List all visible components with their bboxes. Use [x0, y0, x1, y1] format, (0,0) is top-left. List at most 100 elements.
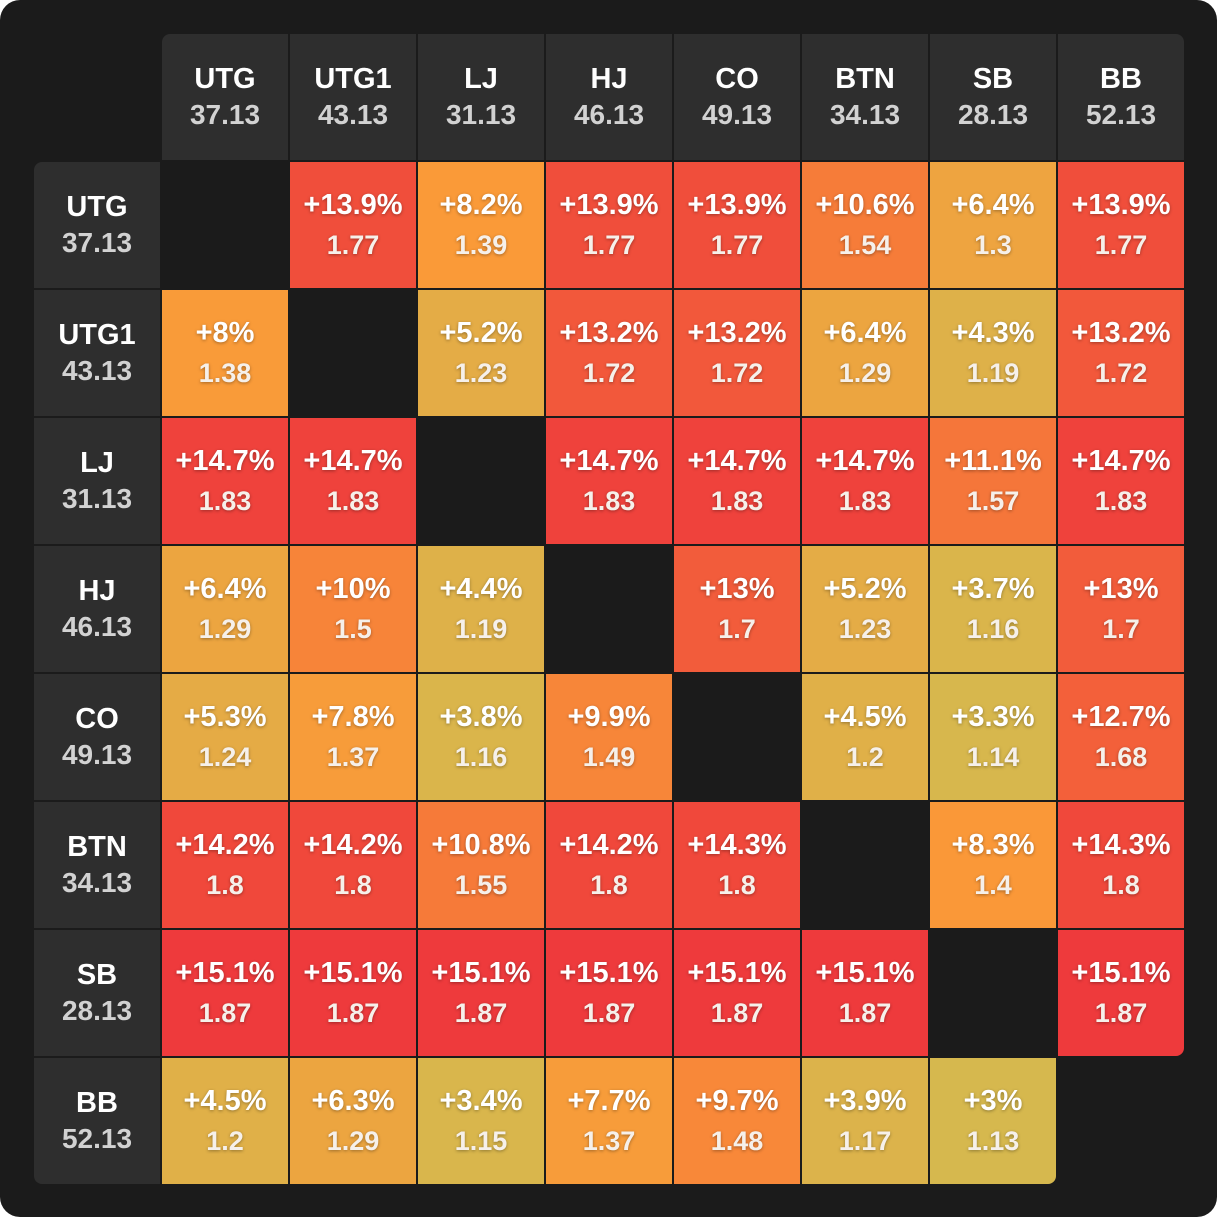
cell-percentage: +14.7% [175, 445, 275, 477]
heatmap-cell-btn-sb: +8.3% 1.4 [930, 802, 1056, 928]
cell-ratio: 1.2 [206, 1126, 244, 1156]
cell-percentage: +15.1% [687, 957, 787, 989]
cell-percentage: +8% [195, 317, 255, 349]
heatmap-cell-hj-lj: +4.4% 1.19 [418, 546, 544, 672]
column-header-stack: 31.13 [445, 99, 517, 130]
column-header-bb: BB 52.13 [1058, 34, 1184, 160]
cell-percentage: +3.3% [951, 701, 1035, 733]
heatmap-cell-co-utg1: +7.8% 1.37 [290, 674, 416, 800]
cell-percentage: +6.4% [951, 189, 1035, 221]
row-header-position: BTN [67, 831, 127, 863]
heatmap-cell-utg1-btn: +6.4% 1.29 [802, 290, 928, 416]
heatmap-cell-hj-btn: +5.2% 1.23 [802, 546, 928, 672]
heatmap-cell-utg1-co: +13.2% 1.72 [674, 290, 800, 416]
cell-percentage: +15.1% [815, 957, 915, 989]
row-header-stack: 34.13 [61, 867, 133, 898]
heatmap-cell-sb-bb: +15.1% 1.87 [1058, 930, 1184, 1056]
cell-percentage: +9.9% [567, 701, 651, 733]
cell-percentage: +14.7% [559, 445, 659, 477]
cell-percentage: +7.7% [567, 1085, 651, 1117]
cell-ratio: 1.83 [582, 486, 636, 516]
heatmap-cell-utg-sb: +6.4% 1.3 [930, 162, 1056, 288]
heatmap-cell-sb-utg: +15.1% 1.87 [162, 930, 288, 1056]
heatmap-cell-lj-co: +14.7% 1.83 [674, 418, 800, 544]
row-header-stack: 28.13 [61, 995, 133, 1026]
row-header-lj: LJ 31.13 [34, 418, 160, 544]
row-header-hj: HJ 46.13 [34, 546, 160, 672]
heatmap-cell-hj-sb: +3.7% 1.16 [930, 546, 1056, 672]
column-header-stack: 52.13 [1085, 99, 1157, 130]
heatmap-cell-sb-btn: +15.1% 1.87 [802, 930, 928, 1056]
cell-percentage: +15.1% [559, 957, 659, 989]
heatmap-cell-sb-co: +15.1% 1.87 [674, 930, 800, 1056]
cell-percentage: +10% [315, 573, 391, 605]
cell-ratio: 1.77 [582, 230, 636, 260]
cell-ratio: 1.83 [710, 486, 764, 516]
cell-percentage: +15.1% [1071, 957, 1171, 989]
heatmap-cell-co-lj: +3.8% 1.16 [418, 674, 544, 800]
cell-ratio: 1.3 [974, 230, 1012, 260]
heatmap-cell-lj-utg: +14.7% 1.83 [162, 418, 288, 544]
column-header-stack: 49.13 [701, 99, 773, 130]
row-header-stack: 37.13 [61, 227, 133, 258]
heatmap-cell-hj-utg1: +10% 1.5 [290, 546, 416, 672]
cell-ratio: 1.87 [454, 998, 508, 1028]
cell-ratio: 1.37 [326, 742, 380, 772]
cell-ratio: 1.57 [966, 486, 1020, 516]
cell-ratio: 1.83 [326, 486, 380, 516]
column-header-position: SB [972, 63, 1014, 95]
cell-ratio: 1.8 [718, 870, 756, 900]
row-header-position: UTG [66, 191, 128, 223]
cell-ratio: 1.87 [710, 998, 764, 1028]
cell-ratio: 1.72 [582, 358, 636, 388]
cell-ratio: 1.17 [838, 1126, 892, 1156]
cell-percentage: +6.3% [311, 1085, 395, 1117]
cell-ratio: 1.83 [838, 486, 892, 516]
column-header-position: UTG [194, 63, 256, 95]
row-header-stack: 43.13 [61, 355, 133, 386]
cell-ratio: 1.24 [198, 742, 252, 772]
cell-percentage: +4.4% [439, 573, 523, 605]
column-header-stack: 46.13 [573, 99, 645, 130]
cell-ratio: 1.87 [838, 998, 892, 1028]
cell-ratio: 1.16 [966, 614, 1020, 644]
cell-percentage: +9.7% [695, 1085, 779, 1117]
cell-percentage: +13.9% [303, 189, 403, 221]
heatmap-cell-utg-bb: +13.9% 1.77 [1058, 162, 1184, 288]
cell-ratio: 1.8 [206, 870, 244, 900]
heatmap-cell-lj-sb: +11.1% 1.57 [930, 418, 1056, 544]
cell-ratio: 1.16 [454, 742, 508, 772]
cell-ratio: 1.55 [454, 870, 508, 900]
heatmap-cell-bb-utg: +4.5% 1.2 [162, 1058, 288, 1184]
cell-ratio: 1.77 [326, 230, 380, 260]
cell-percentage: +3.8% [439, 701, 523, 733]
cell-percentage: +14.7% [303, 445, 403, 477]
cell-percentage: +10.6% [815, 189, 915, 221]
heatmap-cell-hj-utg: +6.4% 1.29 [162, 546, 288, 672]
cell-percentage: +6.4% [823, 317, 907, 349]
heatmap-cell-btn-bb: +14.3% 1.8 [1058, 802, 1184, 928]
heatmap-cell-btn-utg1: +14.2% 1.8 [290, 802, 416, 928]
cell-ratio: 1.72 [710, 358, 764, 388]
cell-ratio: 1.14 [966, 742, 1020, 772]
cell-percentage: +8.2% [439, 189, 523, 221]
cell-ratio: 1.37 [582, 1126, 636, 1156]
column-header-position: BTN [835, 63, 895, 95]
cell-percentage: +15.1% [431, 957, 531, 989]
cell-ratio: 1.15 [454, 1126, 508, 1156]
cell-percentage: +13.2% [687, 317, 787, 349]
heatmap-cell-utg1-sb: +4.3% 1.19 [930, 290, 1056, 416]
heatmap-cell-lj-bb: +14.7% 1.83 [1058, 418, 1184, 544]
cell-percentage: +14.2% [303, 829, 403, 861]
column-header-co: CO 49.13 [674, 34, 800, 160]
cell-percentage: +10.8% [431, 829, 531, 861]
cell-ratio: 1.19 [966, 358, 1020, 388]
column-header-position: CO [715, 63, 759, 95]
row-header-position: BB [76, 1087, 118, 1119]
cell-ratio: 1.77 [1094, 230, 1148, 260]
cell-percentage: +13.9% [1071, 189, 1171, 221]
cell-percentage: +13.2% [1071, 317, 1171, 349]
column-header-utg1: UTG1 43.13 [290, 34, 416, 160]
cell-percentage: +7.8% [311, 701, 395, 733]
row-header-stack: 49.13 [61, 739, 133, 770]
